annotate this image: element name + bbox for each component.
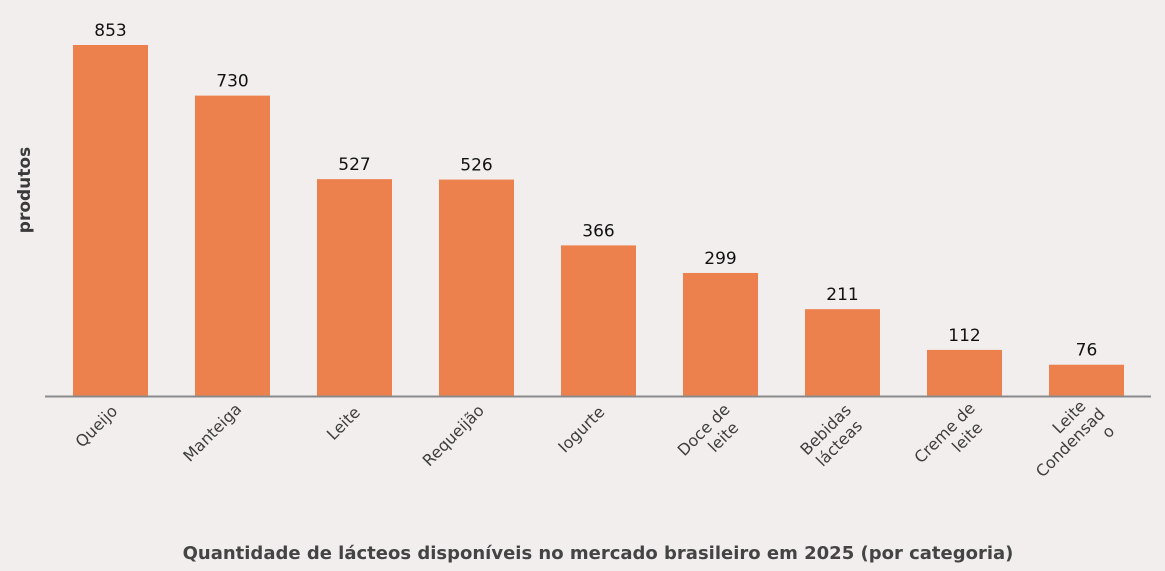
value-label-8: 112	[948, 326, 980, 346]
value-label-7: 211	[826, 285, 858, 305]
category-label-line: o	[1098, 421, 1118, 441]
category-labels-group: Queijo Manteiga Leite Requeijão Iogurte Doce …	[72, 391, 1123, 495]
category-label-line: Requeijão	[419, 401, 488, 470]
value-label-2: 730	[216, 72, 248, 92]
category-label-9: LeiteCondensado	[1019, 391, 1123, 495]
value-label-9: 76	[1076, 341, 1098, 361]
value-label-1: 853	[94, 21, 126, 41]
y-axis-label: produtos	[15, 147, 35, 233]
bar-2	[195, 95, 270, 396]
value-label-4: 526	[460, 156, 492, 176]
bar-1	[73, 45, 148, 396]
category-label-6: Doce deleite	[674, 400, 747, 473]
category-label-4: Requeijão	[419, 401, 488, 470]
bars-group	[73, 45, 1124, 396]
category-label-1: Queijo	[72, 402, 122, 452]
value-label-3: 527	[338, 155, 370, 175]
bar-6	[683, 272, 758, 396]
category-label-3: Leite	[323, 403, 364, 444]
value-labels-group: 853 730 527 526 366 299 211 112 76	[94, 21, 1097, 361]
category-label-7: Bebidaslácteas	[796, 401, 868, 473]
bar-7	[805, 309, 880, 396]
category-label-line: Queijo	[72, 402, 122, 452]
category-label-8: Creme deleite	[910, 399, 992, 481]
category-label-line: Iogurte	[554, 402, 608, 456]
bar-9	[1049, 364, 1124, 396]
value-label-5: 366	[582, 221, 614, 241]
bar-3	[317, 179, 392, 396]
category-label-line: Leite	[323, 403, 364, 444]
bar-5	[561, 245, 636, 396]
value-label-6: 299	[704, 249, 736, 269]
category-label-2: Manteiga	[179, 399, 245, 465]
category-label-line: Manteiga	[179, 399, 245, 465]
bar-8	[927, 349, 1002, 396]
chart-title: Quantidade de lácteos disponíveis no mer…	[183, 543, 1014, 564]
category-label-5: Iogurte	[554, 402, 608, 456]
bar-4	[439, 179, 514, 396]
